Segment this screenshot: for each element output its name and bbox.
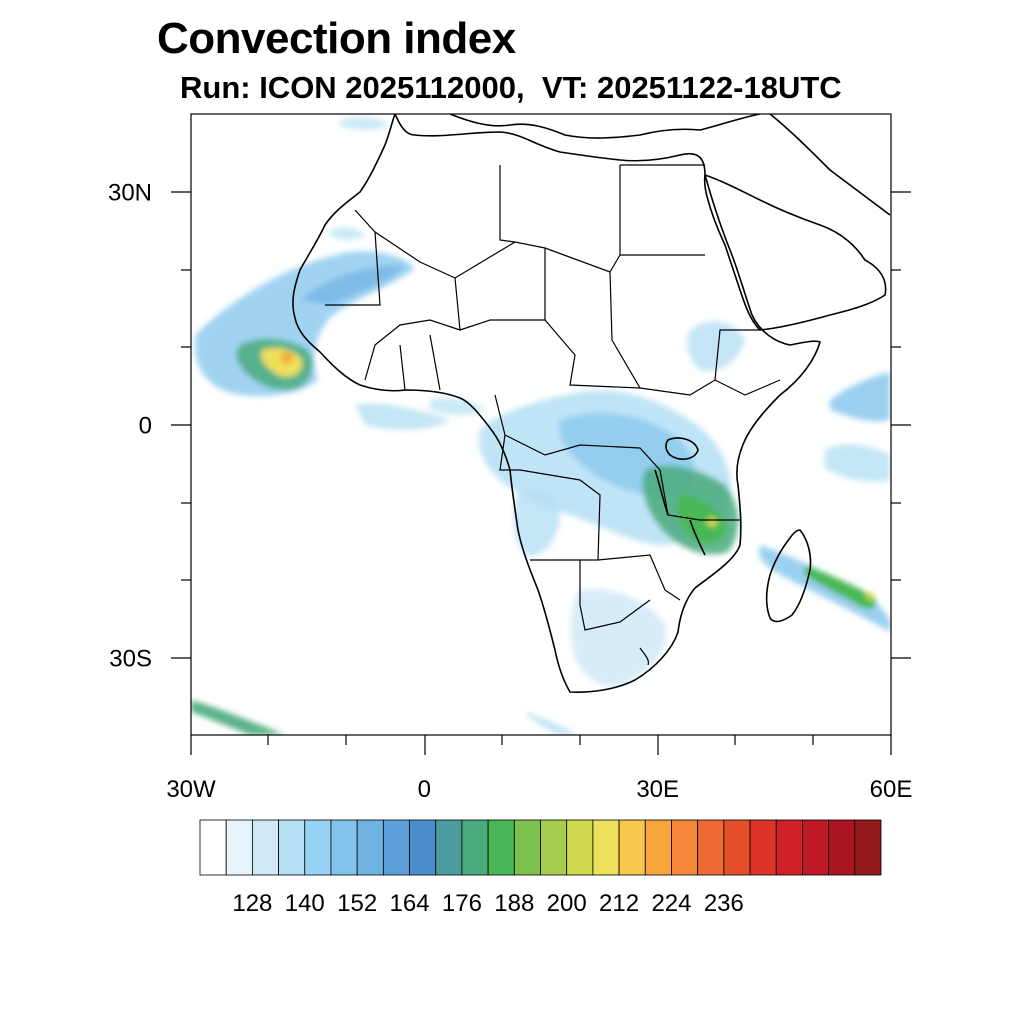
country-borders xyxy=(325,164,781,666)
coastlines xyxy=(292,114,891,693)
field-indian-ocean-north xyxy=(830,372,890,422)
lon-tick-label: 0 xyxy=(418,776,431,803)
colorbar-swatch xyxy=(330,819,358,876)
colorbar-label: 128 xyxy=(232,890,272,917)
lat-tick-label: 30S xyxy=(109,645,152,672)
field-indian-ocean-east xyxy=(825,444,890,482)
colorbar-label: 140 xyxy=(285,890,325,917)
lon-tick-label: 60E xyxy=(870,776,913,803)
colorbar-swatch xyxy=(775,819,803,876)
field-mauritania xyxy=(330,227,365,240)
mediterranean-coast xyxy=(449,114,761,139)
colorbar-swatch xyxy=(644,819,672,876)
field-equator-west xyxy=(430,398,485,415)
colorbar-label: 164 xyxy=(390,890,430,917)
axis-labels: 30N 0 30S 30W 0 30E 60E xyxy=(108,180,912,803)
lon-tick-label: 30W xyxy=(166,776,216,803)
colorbar-label: 176 xyxy=(442,890,482,917)
colorbar-swatch xyxy=(225,819,253,876)
colorbar-label: 200 xyxy=(547,890,587,917)
colorbar-swatch xyxy=(854,819,882,876)
colorbar-swatch xyxy=(540,819,568,876)
colorbar-label: 188 xyxy=(494,890,534,917)
madagascar xyxy=(765,529,812,623)
arabian-peninsula xyxy=(703,174,887,331)
lake-malawi xyxy=(689,519,706,556)
field-east-africa-max xyxy=(707,517,717,527)
field-south-africa xyxy=(571,589,666,686)
colorbar-swatch xyxy=(618,819,646,876)
field-north-fringe xyxy=(340,117,390,130)
colorbar-swatch xyxy=(461,819,489,876)
colorbar-label: 236 xyxy=(704,890,744,917)
field-west-africa-max xyxy=(281,352,293,364)
colorbar-swatch xyxy=(592,819,620,876)
convection-field xyxy=(191,117,890,735)
colorbar-swatch xyxy=(278,819,306,876)
run-subtitle: Run: ICON 2025112000, VT: 20251122-18UTC xyxy=(180,70,842,105)
colorbar-swatch xyxy=(304,819,332,876)
colorbar-label: 212 xyxy=(599,890,639,917)
field-ethiopia xyxy=(687,321,745,371)
field-gulf-guinea xyxy=(355,403,450,430)
colorbar-label: 152 xyxy=(337,890,377,917)
colorbar-swatch xyxy=(802,819,830,876)
lat-tick-label: 30N xyxy=(108,180,152,207)
field-south-atlantic-streak xyxy=(525,712,578,735)
colorbar-swatch xyxy=(723,819,751,876)
lake-victoria xyxy=(665,437,699,460)
colorbar-swatch xyxy=(409,819,437,876)
field-sahel-streak xyxy=(300,265,405,305)
africa-coastline xyxy=(292,114,821,693)
field-indian-ocean-band xyxy=(759,545,890,632)
lon-tick-label: 30E xyxy=(636,776,679,803)
persian-gulf-coast xyxy=(769,114,891,216)
field-east-africa-core xyxy=(677,495,728,544)
field-indian-ocean-core xyxy=(805,565,876,609)
colorbar-swatch xyxy=(671,819,699,876)
axis-ticks xyxy=(171,191,911,755)
colorbar-swatch xyxy=(749,819,777,876)
field-southwest-band xyxy=(191,700,285,735)
lat-tick-label: 0 xyxy=(139,413,152,440)
field-angola xyxy=(513,489,560,556)
colorbar-swatch xyxy=(697,819,725,876)
colorbar-swatch xyxy=(251,819,279,876)
colorbar-swatch xyxy=(356,819,384,876)
colorbar: 128 140 152 164 176 188 200 212 224 236 xyxy=(199,819,882,917)
colorbar-swatch xyxy=(828,819,856,876)
chart-title: Convection index xyxy=(157,14,516,63)
colorbar-label: 224 xyxy=(651,890,691,917)
field-indian-ocean-max xyxy=(866,592,874,600)
colorbar-swatch xyxy=(199,819,227,876)
colorbar-swatch xyxy=(382,819,410,876)
colorbar-swatch xyxy=(435,819,463,876)
colorbar-swatch xyxy=(566,819,594,876)
colorbar-swatch xyxy=(513,819,541,876)
colorbar-swatch xyxy=(487,819,515,876)
